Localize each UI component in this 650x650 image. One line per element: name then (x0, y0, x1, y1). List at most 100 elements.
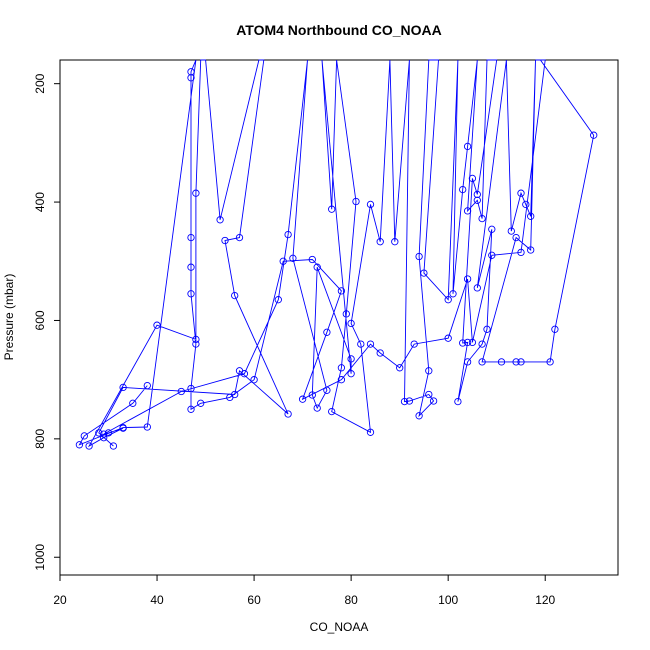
data-point (546, 358, 554, 366)
data-point (289, 254, 297, 262)
data-point (80, 432, 88, 440)
data-point (192, 340, 200, 348)
data-point (85, 442, 93, 450)
data-point (449, 290, 457, 298)
plot-frame (59, 59, 619, 576)
data-point (376, 349, 384, 357)
x-tick-label: 100 (438, 593, 458, 607)
data-point (429, 397, 438, 405)
data-point (444, 296, 452, 304)
data-point (400, 397, 409, 406)
data-point (425, 390, 433, 399)
data-point (463, 142, 472, 151)
data-point (250, 376, 258, 384)
data-point (405, 397, 414, 405)
data-point (473, 190, 481, 199)
data-point (216, 216, 224, 224)
data-point (342, 310, 350, 318)
data-point (231, 291, 239, 300)
x-tick-label: 120 (535, 593, 555, 607)
data-point (347, 319, 355, 328)
data-point (478, 358, 486, 366)
data-point (337, 364, 346, 372)
data-point (298, 395, 307, 403)
data-point (284, 230, 292, 239)
x-tick-label: 20 (53, 593, 67, 607)
data-point (527, 212, 535, 220)
data-point (143, 381, 151, 390)
data-point (100, 434, 108, 442)
data-point (459, 185, 467, 194)
y-tick-label: 600 (33, 310, 47, 330)
data-point (507, 227, 515, 235)
data-point (197, 399, 205, 407)
data-point (463, 338, 472, 347)
data-point (187, 290, 195, 298)
data-point (143, 423, 151, 431)
data-point (177, 387, 185, 396)
data-point (478, 214, 486, 223)
data-point (590, 131, 598, 139)
data-point (425, 367, 433, 375)
data-point (187, 384, 195, 393)
chart-title: ATOM4 Northbound CO_NOAA (236, 22, 442, 38)
data-point (444, 334, 452, 342)
data-point (522, 200, 530, 209)
data-point (463, 358, 472, 366)
data-point (468, 174, 477, 183)
y-axis-label: Pressure (mbar) (2, 274, 16, 361)
data-point (119, 423, 127, 432)
data-point (473, 284, 481, 292)
y-tick-label: 800 (33, 429, 47, 449)
data-point (410, 340, 418, 348)
x-axis-label: CO_NOAA (310, 620, 369, 634)
data-point (284, 410, 292, 418)
x-tick-label: 40 (150, 593, 164, 607)
data-point (473, 196, 481, 204)
data-point (129, 399, 137, 407)
data-point (512, 233, 520, 242)
data-point (517, 358, 525, 366)
data-point (226, 393, 234, 402)
data-point (347, 355, 355, 363)
x-tick-label: 60 (247, 593, 261, 607)
data-point (415, 412, 423, 420)
data-point (235, 233, 244, 242)
data-point (517, 248, 525, 257)
data-point (463, 275, 472, 283)
data-point (483, 325, 491, 333)
data-point (415, 252, 423, 261)
data-point (357, 340, 365, 348)
data-point (366, 428, 375, 436)
data-point (347, 370, 355, 378)
data-point (396, 364, 404, 372)
data-point (109, 442, 118, 450)
data-point (497, 358, 506, 366)
data-point (488, 225, 496, 233)
y-axis: 200 400 600 800 1000 (33, 73, 61, 571)
data-point (187, 405, 195, 413)
data-point (323, 386, 331, 394)
data-point (328, 205, 336, 213)
data-point (459, 339, 467, 347)
data-point (313, 404, 321, 412)
data-point (463, 207, 472, 215)
data-point (391, 238, 399, 246)
data-point (512, 358, 520, 366)
data-point (328, 407, 336, 416)
x-tick-label: 80 (344, 593, 358, 607)
data-point (95, 429, 103, 437)
data-point (192, 189, 200, 197)
x-axis: 20 40 60 80 100 120 (53, 574, 556, 607)
data-point (366, 200, 375, 209)
data-point (153, 321, 161, 329)
data-point (75, 441, 84, 449)
data-point (454, 397, 462, 406)
data-point (187, 263, 195, 271)
data-point (308, 391, 316, 399)
y-tick-label: 1000 (33, 544, 47, 571)
data-point (376, 238, 384, 246)
data-point (323, 328, 331, 336)
data-point (308, 255, 316, 264)
